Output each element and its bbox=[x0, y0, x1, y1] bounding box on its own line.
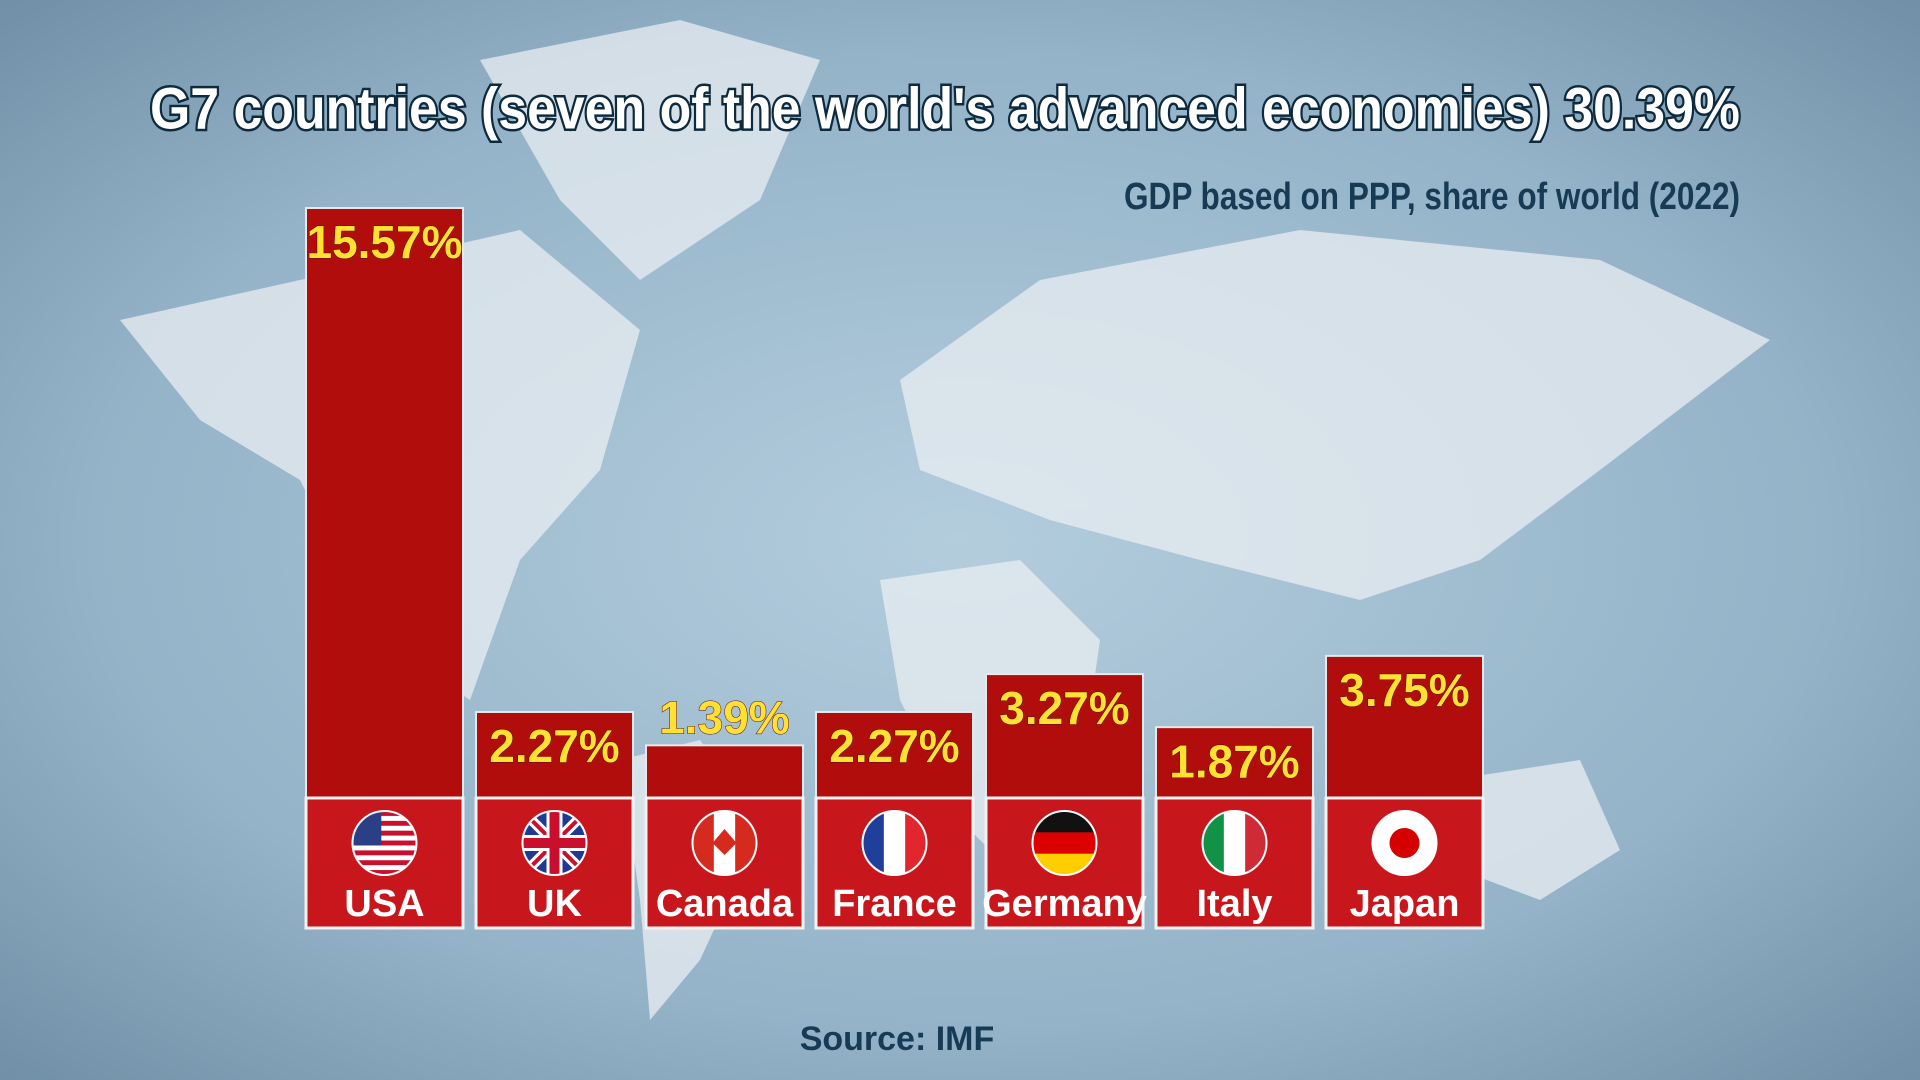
flag-part bbox=[1202, 811, 1225, 875]
x-tick-label: France bbox=[832, 883, 957, 925]
flag-border bbox=[1371, 810, 1438, 876]
flag-part bbox=[352, 815, 417, 822]
flag-border bbox=[521, 810, 588, 876]
flag-part bbox=[352, 850, 417, 856]
x-tick-label: UK bbox=[527, 883, 582, 925]
flag-part bbox=[352, 865, 417, 871]
flag-icon bbox=[1371, 810, 1438, 876]
flag-icon bbox=[1031, 810, 1098, 876]
bar bbox=[815, 710, 974, 799]
flag-part bbox=[352, 845, 417, 851]
chart-title: G7 countries (seven of the world's advan… bbox=[150, 76, 1740, 141]
flag-border bbox=[691, 810, 758, 876]
flag-part bbox=[352, 835, 417, 841]
flag bbox=[1372, 811, 1437, 875]
flag-icon bbox=[691, 810, 758, 876]
flag-part bbox=[692, 811, 715, 875]
value-label: 1.87% bbox=[1169, 735, 1299, 787]
bars: 15.57% USA 2.27% UK 1.39% Canada 2.27% France 3.… bbox=[304, 207, 1485, 930]
bar bbox=[475, 710, 634, 799]
flag-border bbox=[861, 810, 928, 876]
value-label: 2.27% bbox=[489, 720, 619, 772]
bar bbox=[985, 673, 1144, 799]
value-label: 3.27% bbox=[999, 682, 1129, 734]
bar bbox=[305, 207, 464, 799]
x-tick-label: Germany bbox=[982, 883, 1147, 925]
flag bbox=[522, 811, 587, 875]
flag-part bbox=[352, 870, 417, 875]
bar bbox=[1155, 726, 1314, 799]
flag-part bbox=[522, 838, 587, 848]
flag-part bbox=[862, 811, 885, 875]
x-tick-label: USA bbox=[344, 883, 424, 925]
value-label: 1.39% bbox=[659, 691, 789, 743]
flag-part bbox=[352, 860, 417, 866]
bar bbox=[1325, 654, 1484, 799]
x-tick-label: Italy bbox=[1196, 883, 1272, 925]
flag-part bbox=[1032, 811, 1097, 833]
flag-part bbox=[352, 830, 417, 836]
source-note: Source: IMF bbox=[800, 1020, 995, 1058]
flag bbox=[1032, 811, 1097, 875]
value-label: 3.75% bbox=[1339, 664, 1469, 716]
flag-part bbox=[1223, 811, 1246, 875]
x-tick-label: Japan bbox=[1350, 883, 1460, 925]
flag-part bbox=[1389, 828, 1420, 858]
flag-part bbox=[1032, 832, 1097, 855]
flag-border bbox=[1031, 810, 1098, 876]
bar bbox=[645, 744, 804, 799]
chart-subtitle: GDP based on PPP, share of world (2022) bbox=[1124, 176, 1740, 218]
flag-part bbox=[352, 825, 417, 831]
flag-icon bbox=[1201, 810, 1268, 876]
flag-part bbox=[352, 811, 417, 817]
flag-border bbox=[1201, 810, 1268, 876]
flag-icon bbox=[861, 810, 928, 876]
flag-icon bbox=[521, 810, 588, 876]
flag-part bbox=[883, 811, 906, 875]
value-label: 15.57% bbox=[306, 216, 462, 268]
value-label: 2.27% bbox=[829, 720, 959, 772]
flag-part bbox=[352, 840, 417, 846]
flag-border bbox=[351, 810, 418, 876]
flag-part bbox=[352, 820, 417, 827]
x-tick-label: Canada bbox=[656, 883, 794, 925]
flag-part bbox=[352, 855, 417, 861]
flag-part bbox=[712, 829, 737, 855]
flag-icon bbox=[351, 810, 418, 876]
